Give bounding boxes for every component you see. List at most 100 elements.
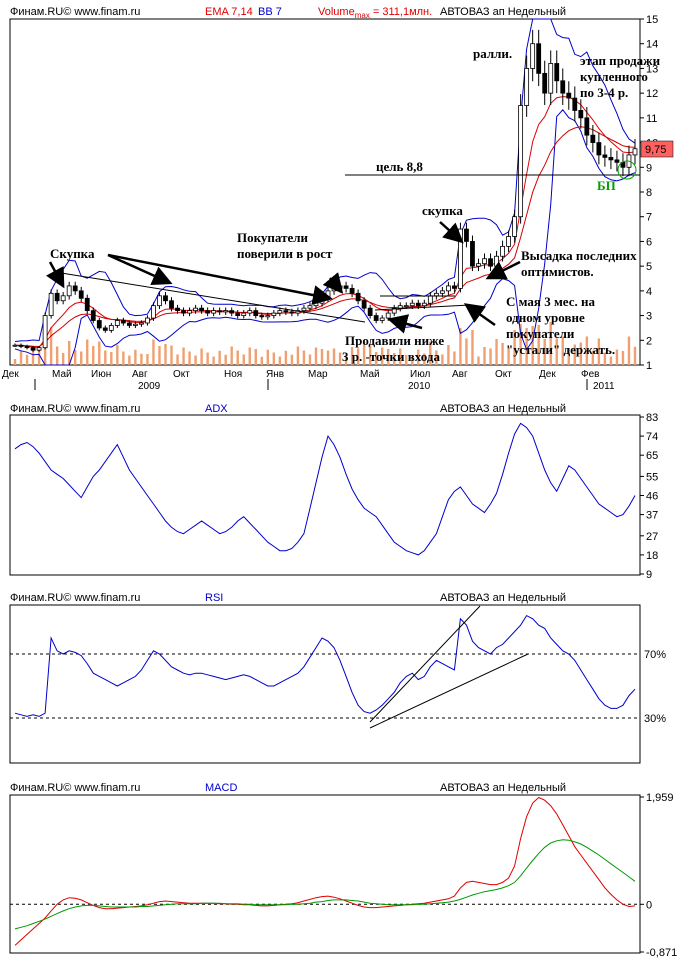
candle-body: [36, 347, 42, 351]
macd-signal-line: [14, 839, 636, 930]
volume-bar: [218, 350, 221, 365]
candle-body: [391, 307, 397, 314]
volume-bar: [393, 353, 396, 365]
candle-body: [349, 287, 355, 294]
year-tick-label: 2011: [593, 381, 615, 392]
volume-bar: [67, 341, 71, 365]
annotation-arrows: [46, 221, 521, 334]
volume-bar: [417, 349, 420, 365]
volume-bar: [459, 328, 462, 365]
adx-tick-label: 27: [646, 531, 658, 543]
volume-bar: [31, 346, 35, 365]
candle-body: [102, 327, 108, 331]
bp-ellipse: [617, 160, 637, 180]
candle-body: [78, 290, 84, 299]
adx-header-name: ADX: [205, 403, 228, 415]
candle-body: [427, 295, 433, 304]
adx-tick-label: 83: [646, 412, 658, 424]
ann-landing-1: Высадка последних: [521, 248, 637, 263]
candle-body: [415, 302, 421, 307]
volume-bar: [332, 348, 336, 365]
month-tick-label: Дек: [539, 369, 556, 380]
price-x-ticks: Дек Май Июн Авг Окт Ноя Янв Мар Май Июл Авг Окт Дек Ф…: [2, 369, 615, 392]
volume-bar: [483, 347, 486, 365]
ann-landing-2: оптимистов.: [521, 264, 594, 279]
rsi-level-high-label: 70%: [644, 649, 666, 661]
bb-lower-line: [14, 109, 636, 366]
rsi-header-title: АВТОВАЗ ап Недельный: [440, 592, 566, 604]
volume-bar: [266, 349, 270, 365]
candle-body: [584, 117, 590, 136]
ann-buyers-2: поверили в рост: [237, 246, 333, 261]
macd-lines: [14, 796, 636, 946]
volume-bar: [37, 350, 41, 365]
volume-bar: [278, 356, 282, 365]
volume-bar: [104, 350, 107, 365]
ann-may-2: одном уровне: [506, 310, 585, 325]
candle-body: [482, 258, 487, 265]
volume-bar: [236, 350, 239, 365]
macd-panel: Финам.RU© www.finam.ru MACD АВТОВАЗ ап Н…: [9, 782, 677, 959]
price-tick-label: 1: [646, 360, 652, 372]
price-tick-label: 3: [646, 311, 652, 323]
volume-bar: [495, 339, 498, 365]
candle-body: [439, 290, 445, 294]
ann-rally: ралли.: [473, 46, 512, 61]
candle-body: [42, 315, 48, 349]
candle-body: [367, 307, 373, 316]
volume-bar: [501, 343, 504, 365]
rsi-frame: [9, 604, 641, 764]
candle-body: [277, 310, 283, 314]
macd-header-name: MACD: [205, 782, 237, 794]
year-tick-label: 2010: [408, 381, 431, 392]
volume-bar: [519, 324, 522, 365]
volume-bar: [362, 341, 366, 365]
volume-bar: [248, 347, 251, 365]
price-header-bb: BB 7: [258, 6, 282, 18]
candle-body: [494, 255, 499, 267]
adx-tick-label: 65: [646, 450, 658, 462]
volume-bar: [122, 351, 125, 365]
volume-bar: [411, 356, 414, 365]
volume-bar: [525, 328, 528, 365]
volume-bar: [134, 349, 137, 365]
ann-pushed-2: 3 р. -точки входа: [342, 349, 440, 364]
candle-body: [126, 322, 132, 326]
volume-bar: [429, 341, 432, 365]
candle-body: [169, 300, 174, 309]
candle-body: [30, 347, 36, 351]
volume-bar: [61, 353, 65, 365]
macd-y-ticks: -0,871 0 1,959: [10, 792, 677, 959]
volume-bar: [74, 350, 77, 365]
volume-bar: [513, 330, 516, 365]
volume-bar: [80, 351, 83, 365]
candle-body: [199, 307, 205, 312]
volume-bar: [254, 349, 257, 365]
candle-body: [151, 305, 156, 319]
volume-bar: [573, 344, 576, 365]
candle-body: [470, 241, 475, 267]
candle-body: [313, 302, 319, 307]
candle-body: [90, 310, 96, 321]
volume-bar: [19, 350, 23, 365]
rsi-trend-lines: [369, 605, 529, 729]
month-tick-label: Янв: [266, 369, 284, 380]
price-tick-label: 5: [646, 261, 652, 273]
adx-tick-label: 18: [646, 550, 658, 562]
volume-bar: [164, 344, 167, 365]
volume-bar: [441, 354, 444, 365]
volume-bar: [170, 345, 173, 365]
volume-bar: [549, 322, 552, 365]
candle-body: [632, 148, 638, 156]
candle-body: [409, 302, 415, 307]
volume-bar: [116, 345, 119, 365]
candle-body: [560, 80, 566, 94]
volume-bar: [224, 354, 227, 365]
volume-sub: max: [355, 11, 370, 20]
volume-bar: [326, 350, 330, 365]
price-tick-label: 9: [646, 162, 652, 174]
candle-body: [289, 311, 295, 314]
volume-bar: [471, 330, 474, 365]
ann-bp: БП: [597, 178, 616, 193]
rsi-level-low-label: 30%: [644, 713, 666, 725]
